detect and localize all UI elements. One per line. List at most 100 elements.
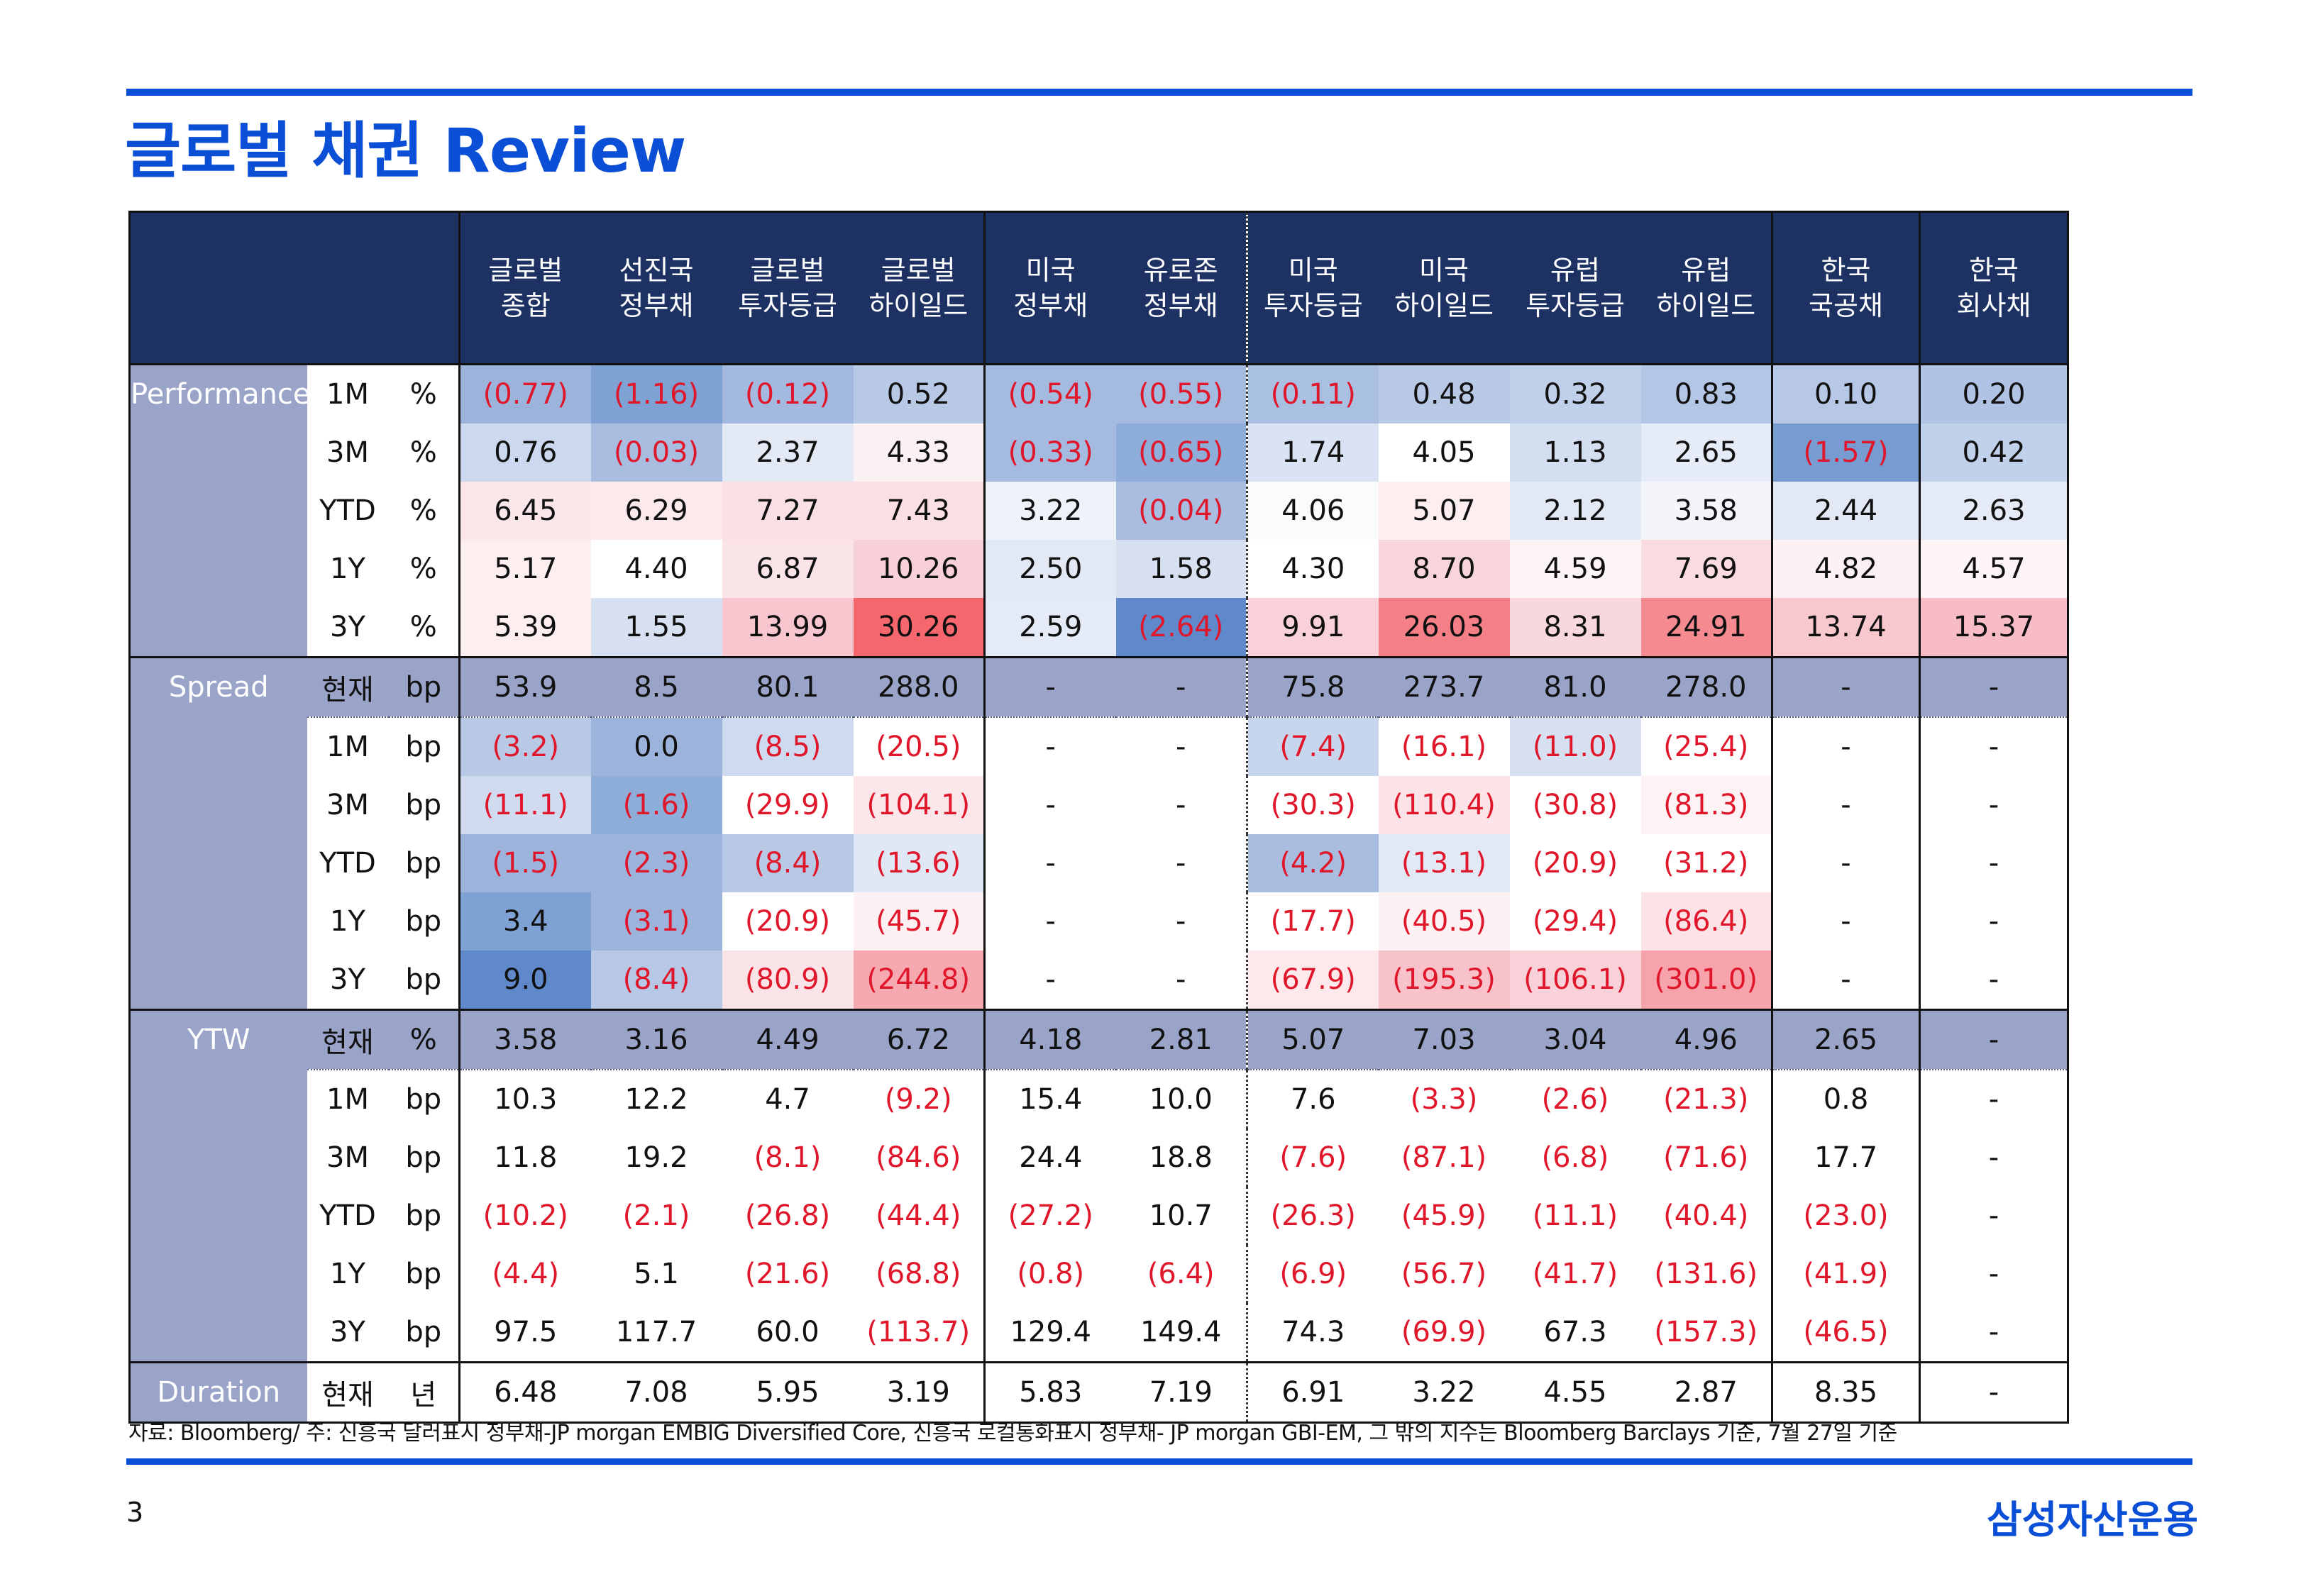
value-cell: - (983, 717, 1116, 776)
value-cell: (81.3) (1640, 776, 1772, 834)
value-cell: 4.05 (1378, 423, 1510, 482)
value-cell: 6.48 (458, 1361, 591, 1424)
value-cell: 1.74 (1246, 423, 1379, 482)
column-header-line: 정부채 (1143, 290, 1218, 321)
unit-label: % (388, 482, 460, 540)
value-cell: 0.8 (1771, 1070, 1920, 1129)
value-cell: (8.5) (722, 717, 854, 776)
table-row: 1M bp 10.3 12.2 4.7 (9.2) 15.4 10.0 7.6 (3.3) (2.6… (130, 1070, 2069, 1129)
table-row: 3M bp 11.8 19.2 (8.1) (84.6) 24.4 18.8 (7.6) (87.… (130, 1129, 2069, 1187)
value-cell: 24.91 (1640, 598, 1772, 658)
column-header-line: 미국 (1025, 255, 1076, 286)
unit-label: % (388, 1009, 460, 1070)
value-cell: 4.82 (1771, 540, 1920, 598)
value-cell: (29.4) (1509, 892, 1641, 951)
value-cell: (25.4) (1640, 717, 1772, 776)
column-header-line: 한국 (1821, 255, 1871, 286)
value-cell: (244.8) (853, 951, 985, 1010)
column-header-line: 정부채 (619, 290, 694, 321)
value-cell: (7.6) (1246, 1129, 1379, 1187)
value-cell: (3.1) (590, 892, 722, 951)
value-cell: (44.4) (876, 1199, 961, 1232)
period-label: 현재 (307, 1361, 389, 1424)
column-header: 유럽 투자등급 (1509, 211, 1641, 365)
table-row: YTD bp (1.5) (2.3) (8.4) (13.6) - - (4.2) (13.1)(… (130, 834, 2069, 892)
value-cell: - (1919, 776, 2069, 834)
value-cell: 7.08 (590, 1361, 722, 1424)
value-cell: 0.0 (590, 717, 722, 776)
table-header: 글로벌 종합 선진국 정부채 글로벌 투자등급 글로벌 하이일드 미국 정부채 유로존 정부채 미국 투자… (128, 211, 2069, 365)
column-header-line: 유럽 (1550, 255, 1600, 286)
value-cell: 75.8 (1246, 656, 1379, 718)
value-cell: 3.58 (1640, 482, 1772, 540)
column-header: 미국 하이일드 (1378, 211, 1510, 365)
value-cell: (30.3) (1246, 776, 1379, 834)
value-cell: 4.59 (1509, 540, 1641, 598)
value-cell: (10.2) (458, 1187, 591, 1245)
value-cell: - (1115, 834, 1247, 892)
value-cell: (0.55) (1115, 363, 1247, 423)
page-number: 3 (126, 1497, 144, 1528)
value-cell: 5.83 (983, 1361, 1116, 1424)
value-cell: 0.76 (458, 423, 591, 482)
value-cell: (104.1) (853, 776, 985, 834)
value-cell: (4.2) (1246, 834, 1379, 892)
value-cell: (40.5) (1378, 892, 1510, 951)
column-header: 글로벌 종합 (458, 211, 591, 365)
value-cell: (2.3) (590, 834, 722, 892)
value-cell: 1.58 (1115, 540, 1247, 598)
value-cell: (0.04) (1115, 482, 1247, 540)
value-cell: 15.4 (983, 1070, 1116, 1129)
value-cell: (1.6) (590, 776, 722, 834)
value-cell: 0.83 (1640, 363, 1772, 423)
value-cell: (41.7) (1532, 1258, 1618, 1290)
table-row: 3Y bp 9.0 (8.4) (80.9) (244.8) - - (67.9) (195.3)… (130, 951, 2069, 1010)
value-cell: (157.3) (1654, 1316, 1758, 1348)
column-header: 글로벌 하이일드 (853, 211, 985, 365)
column-header-line: 국공채 (1809, 290, 1883, 321)
column-header-line: 투자등급 (1263, 290, 1363, 321)
period-label: 현재 (307, 656, 389, 718)
value-cell: - (1919, 1187, 2069, 1245)
value-cell: 8.5 (590, 656, 722, 718)
value-cell: 15.37 (1919, 598, 2069, 658)
value-cell: (301.0) (1640, 951, 1772, 1010)
header-blank (307, 211, 389, 365)
period-label: 현재 (307, 1009, 389, 1070)
table-row: Spread 현재 bp 53.9 8.5 80.1 288.0- -75.8 273.7 81.… (128, 656, 2069, 1010)
value-cell: (80.9) (722, 951, 854, 1010)
value-cell: (21.3) (1663, 1083, 1749, 1116)
value-cell: - (1115, 776, 1247, 834)
value-cell: 6.91 (1246, 1361, 1379, 1424)
value-cell: 24.4 (983, 1129, 1116, 1187)
unit-label: bp (388, 834, 460, 892)
value-cell: (21.6) (744, 1258, 831, 1290)
value-cell: 3.04 (1509, 1009, 1641, 1070)
value-cell: - (1919, 1245, 2069, 1303)
value-cell: 117.7 (615, 1316, 697, 1348)
value-cell: - (1919, 1303, 2069, 1363)
value-cell: - (1919, 1129, 2069, 1187)
value-cell: (27.2) (983, 1187, 1116, 1245)
value-cell: (195.3) (1378, 951, 1510, 1010)
value-cell: (0.11) (1246, 363, 1379, 423)
value-cell: 5.17 (458, 540, 591, 598)
value-cell: 2.50 (983, 540, 1116, 598)
value-cell: (6.9) (1246, 1245, 1379, 1303)
value-cell: (2.64) (1115, 598, 1247, 658)
value-cell: 12.2 (624, 1083, 688, 1116)
value-cell: (45.9) (1401, 1199, 1487, 1232)
value-cell: 11.8 (458, 1129, 591, 1187)
value-cell: 5.07 (1378, 482, 1510, 540)
value-cell: 0.48 (1378, 363, 1510, 423)
value-cell: (56.7) (1401, 1258, 1487, 1290)
column-header: 미국 정부채 (983, 211, 1116, 365)
value-cell: 30.26 (853, 598, 985, 658)
value-cell: (45.7) (853, 892, 985, 951)
table-row: Performance 1M% (0.77) (1.16) (0.12) 0.52 (0.5… (128, 363, 2069, 658)
value-cell: 3.58 (458, 1009, 591, 1070)
value-cell: - (983, 892, 1116, 951)
value-cell: - (1115, 892, 1247, 951)
unit-label: bp (388, 656, 460, 718)
value-cell: - (983, 656, 1116, 718)
